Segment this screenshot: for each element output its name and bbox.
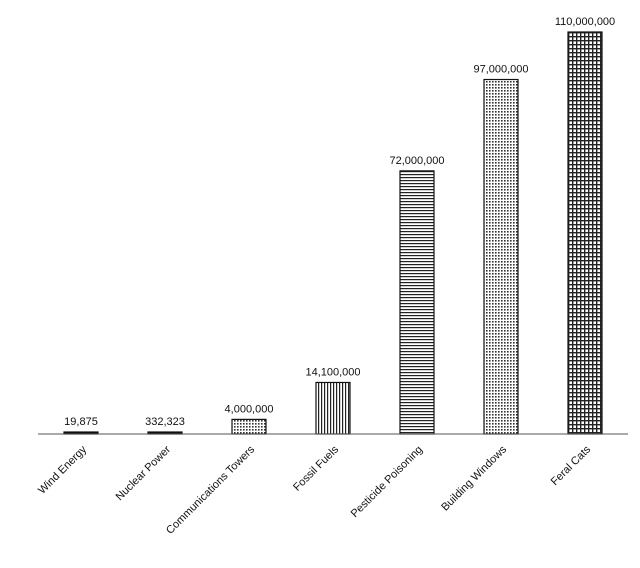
bar-pesticide-poisoning	[399, 170, 435, 435]
bar-communications-towers	[231, 418, 267, 435]
data-label-building-windows: 97,000,000	[473, 64, 528, 76]
bar-fossil-fuels	[315, 381, 351, 435]
bar-building-windows	[483, 78, 519, 435]
category-label-wind-energy: Wind Energy	[36, 443, 89, 496]
data-label-fossil-fuels: 14,100,000	[305, 366, 360, 378]
data-label-feral-cats: 110,000,000	[555, 16, 615, 28]
category-label-communications-towers: Communications Towers	[164, 443, 257, 536]
category-label-feral-cats: Feral Cats	[549, 443, 594, 488]
category-label-fossil-fuels: Fossil Fuels	[291, 443, 341, 493]
category-label-pesticide-poisoning: Pesticide Poisoning	[349, 444, 425, 520]
bar-feral-cats	[567, 31, 603, 435]
data-label-nuclear-power: 332,323	[145, 416, 185, 428]
data-label-wind-energy: 19,875	[64, 416, 98, 428]
category-label-nuclear-power: Nuclear Power	[114, 443, 174, 503]
data-label-pesticide-poisoning: 72,000,000	[389, 155, 444, 167]
data-label-communications-towers: 4,000,000	[225, 403, 274, 415]
category-label-building-windows: Building Windows	[439, 443, 509, 513]
